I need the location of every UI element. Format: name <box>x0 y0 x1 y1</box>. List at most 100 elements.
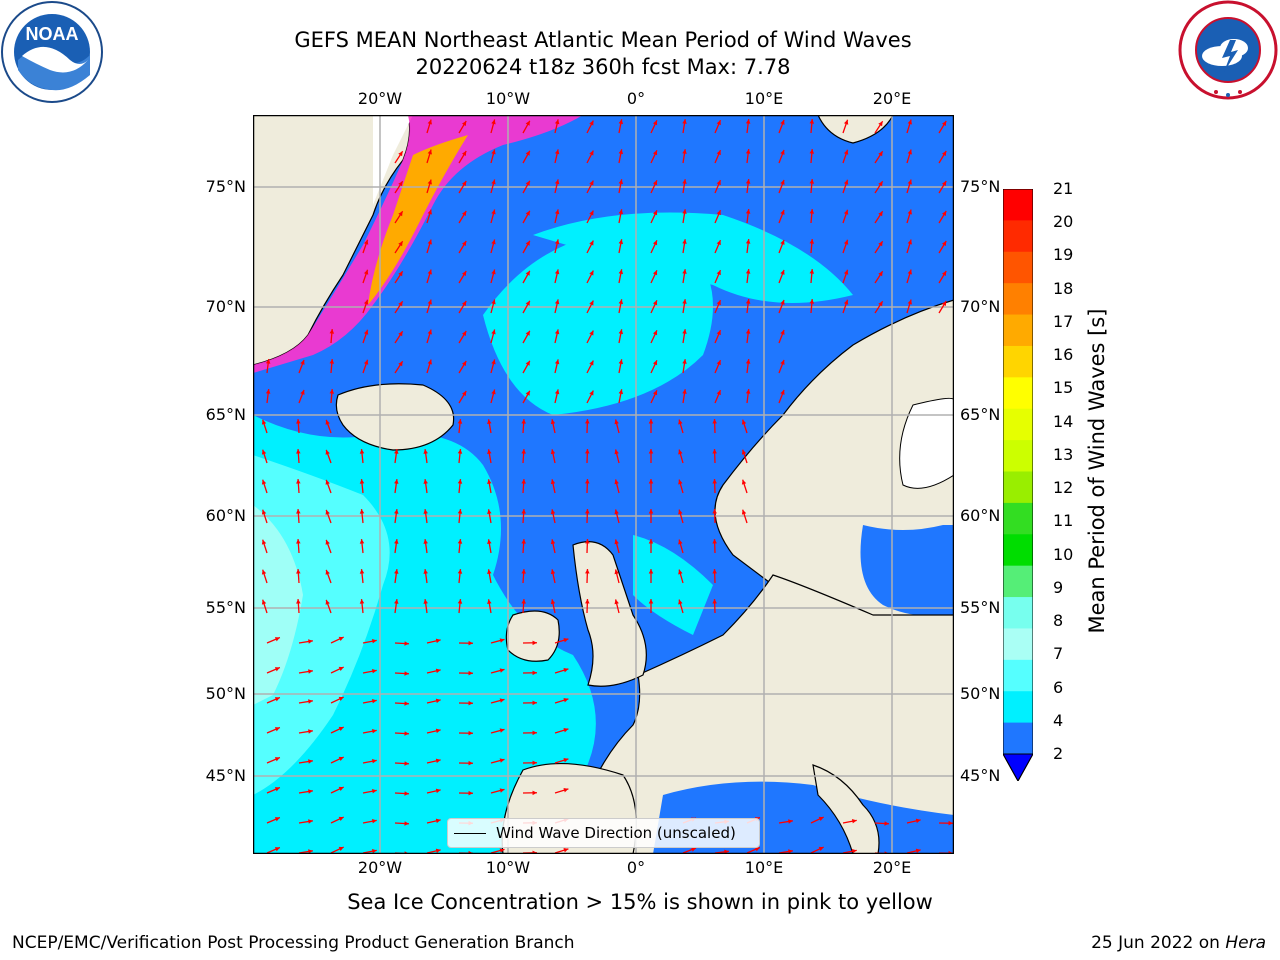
colorbar-segment <box>1003 314 1033 347</box>
wave-direction-arrowhead <box>648 539 654 544</box>
wave-direction-arrowhead <box>678 539 683 545</box>
wave-direction-arrowhead <box>907 119 912 125</box>
wave-direction-arrowhead <box>712 509 717 514</box>
wave-direction-arrowhead <box>423 509 428 514</box>
baltic-sea <box>860 525 954 617</box>
map-panel <box>253 115 954 854</box>
colorbar-segment <box>1003 659 1033 692</box>
wave-direction-arrowhead <box>532 760 537 766</box>
wave-direction-arrowhead <box>682 389 687 394</box>
legend-label: Wind Wave Direction (unscaled) <box>496 824 736 842</box>
wave-direction-arrowhead <box>274 637 280 642</box>
wave-direction-arrowhead <box>648 509 654 514</box>
wave-direction-arrowhead <box>716 390 721 396</box>
wave-direction-arrowhead <box>308 819 313 824</box>
wave-direction-arrowhead <box>371 698 377 704</box>
wave-direction-arrowhead <box>678 599 683 605</box>
wave-direction-arrowhead <box>648 419 654 424</box>
wave-direction-arrowhead <box>941 300 947 306</box>
wave-direction-arrowhead <box>878 241 883 247</box>
lat-label-right-50n: 50°N <box>960 684 1001 703</box>
wave-direction-arrowhead <box>550 569 556 575</box>
wave-direction-arrowhead <box>780 179 785 185</box>
wave-direction-arrowhead <box>851 848 857 854</box>
wave-direction-arrowhead <box>585 599 590 604</box>
wave-direction-arrowhead <box>521 509 526 514</box>
colorbar-tick-label: 13 <box>1053 444 1074 464</box>
colorbar-segment <box>1003 471 1033 504</box>
wave-direction-arrowhead <box>563 668 569 673</box>
wave-direction-arrowhead <box>296 509 301 514</box>
wave-direction-arrowhead <box>274 667 280 672</box>
wave-direction-arrowhead <box>691 847 697 852</box>
wave-direction-arrowhead <box>521 569 526 574</box>
ocean-6-8-region <box>253 455 390 795</box>
sea-ice-region <box>253 115 583 373</box>
wave-direction-arrowhead <box>618 119 624 125</box>
wave-direction-arrowhead <box>712 539 717 544</box>
wave-direction-arrowhead <box>371 848 377 854</box>
colorbar-segment <box>1003 251 1033 284</box>
wave-direction-arrowhead <box>648 449 654 454</box>
great-britain-land <box>572 541 647 687</box>
colorbar-tick-label: 4 <box>1053 710 1064 730</box>
wave-direction-arrowhead <box>261 599 267 605</box>
credit-date: 25 Jun 2022 on <box>1091 933 1226 953</box>
wave-direction-arrowhead <box>461 240 467 246</box>
wave-direction-arrowhead <box>618 269 624 275</box>
wave-direction-arrowhead <box>716 120 721 126</box>
wave-direction-arrowhead <box>843 119 849 125</box>
wave-direction-arrowhead <box>468 670 473 676</box>
wave-direction-arrowhead <box>745 179 751 184</box>
wave-direction-arrowhead <box>468 790 473 796</box>
lat-label-right-65n: 65°N <box>960 405 1001 424</box>
wave-direction-arrowhead <box>554 119 560 125</box>
wave-direction-arrowhead <box>678 479 683 485</box>
wave-direction-arrowhead <box>843 209 849 215</box>
wave-direction-arrowhead <box>745 239 751 244</box>
lat-label-left-60n: 60°N <box>205 506 246 525</box>
wave-direction-arrowhead <box>359 509 365 514</box>
wave-direction-arrowhead <box>363 239 369 245</box>
noaa-logo-text: NOAA <box>26 24 79 44</box>
wave-direction-arrowhead <box>809 209 815 214</box>
wave-direction-arrowhead <box>652 210 658 216</box>
wave-direction-arrowhead <box>682 149 687 154</box>
wave-direction-arrowhead <box>589 270 594 276</box>
wave-direction-arrowhead <box>423 449 428 454</box>
wave-direction-arrowhead <box>563 728 569 733</box>
lat-label-right-70n: 70°N <box>960 297 1001 316</box>
wave-direction-arrowhead <box>499 638 505 643</box>
nws-logo-icon <box>1176 0 1280 104</box>
wave-direction-arrowhead <box>371 788 377 794</box>
wave-direction-arrowhead <box>308 789 313 794</box>
ocean-4-6-northsea-region <box>633 535 713 635</box>
wave-direction-arrowhead <box>499 788 505 793</box>
lon-label-bottom-20e: 20°E <box>872 858 912 877</box>
lon-label-bottom-10e: 10°E <box>744 858 784 877</box>
wave-direction-arrowhead <box>618 149 624 155</box>
colorbar-tick-label: 17 <box>1053 311 1074 331</box>
wave-direction-arrowhead <box>589 390 594 396</box>
wave-direction-arrowhead <box>843 149 849 155</box>
wave-direction-arrowhead <box>325 539 330 545</box>
wave-direction-arrowhead <box>435 638 441 644</box>
wave-direction-arrowhead <box>308 669 313 674</box>
wave-direction-arrowhead <box>585 419 590 424</box>
italy-land <box>812 764 880 854</box>
wave-direction-arrowhead <box>435 848 441 854</box>
lon-label-top-20e: 20°E <box>872 89 912 108</box>
wave-direction-arrowhead <box>491 269 496 275</box>
wave-direction-arrowhead <box>618 179 624 185</box>
wave-direction-arrowhead <box>618 329 624 335</box>
wave-direction-arrowhead <box>907 269 912 275</box>
wave-direction-arrowhead <box>716 270 721 276</box>
colorbar-segment <box>1003 628 1033 661</box>
wave-direction-arrowhead <box>554 389 560 395</box>
lat-label-right-45n: 45°N <box>960 766 1001 785</box>
colorbar-tick-label: 7 <box>1053 644 1064 664</box>
chart-title: GEFS MEAN Northeast Atlantic Mean Period… <box>294 28 912 52</box>
wave-direction-arrowhead <box>308 849 313 854</box>
noaa-logo-icon: NOAA <box>0 0 104 104</box>
wave-direction-arrowhead <box>261 449 267 455</box>
